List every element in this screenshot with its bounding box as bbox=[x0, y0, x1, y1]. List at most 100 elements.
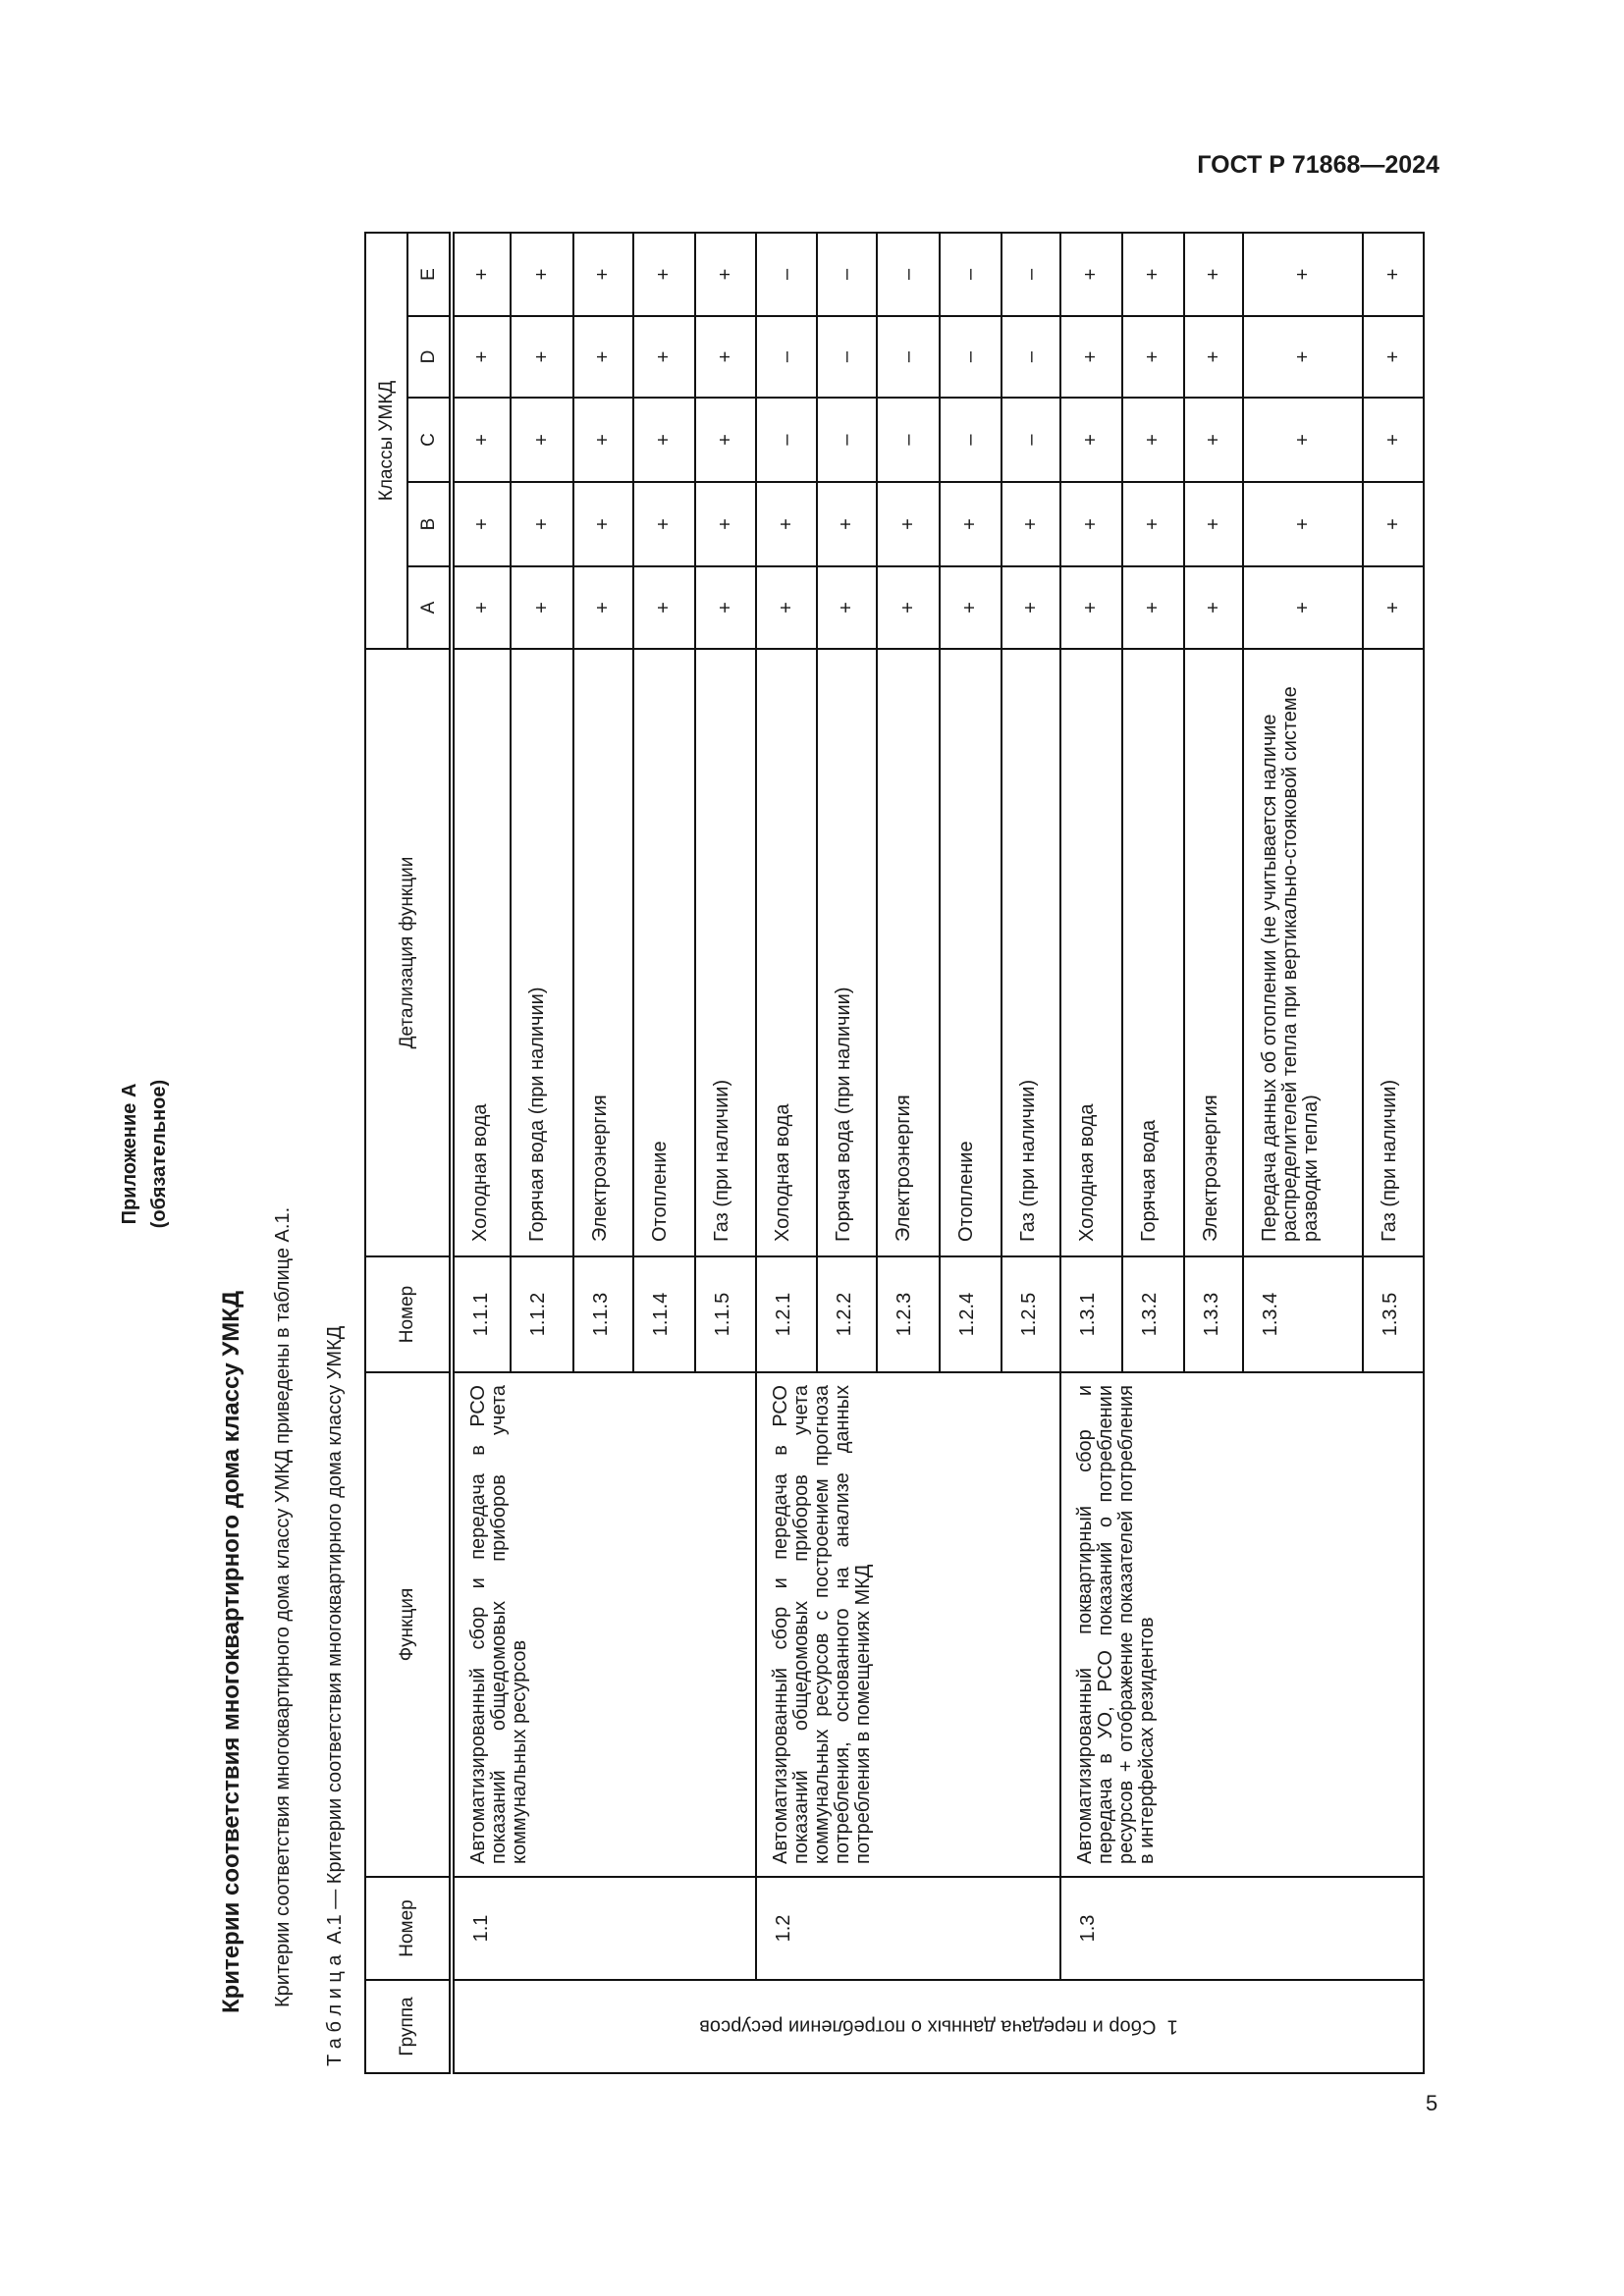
header-class-a: A bbox=[407, 566, 452, 649]
detail-number: 1.1.5 bbox=[695, 1256, 756, 1372]
class-mark: – bbox=[1001, 232, 1060, 316]
class-mark: + bbox=[1122, 566, 1184, 649]
class-mark: + bbox=[511, 232, 573, 316]
class-mark: – bbox=[1001, 316, 1060, 398]
class-mark: + bbox=[1122, 316, 1184, 398]
detail-text: Горячая вода (при наличии) bbox=[511, 649, 573, 1256]
function-text: Автоматизированный сбор и передача в РСО… bbox=[452, 1372, 756, 1877]
class-mark: + bbox=[695, 398, 756, 482]
function-text: Автоматизированный сбор и передача в РСО… bbox=[756, 1372, 1060, 1877]
class-mark: – bbox=[940, 232, 1001, 316]
header-sub-number: Номер bbox=[365, 1256, 452, 1372]
header-detail: Детализация функции bbox=[365, 649, 452, 1256]
group-cell: 1 Сбор и передача данных о потреблении р… bbox=[452, 1980, 1424, 2073]
detail-number: 1.1.2 bbox=[511, 1256, 573, 1372]
header-class-e: E bbox=[407, 232, 452, 316]
class-mark: – bbox=[817, 232, 877, 316]
detail-text: Газ (при наличии) bbox=[695, 649, 756, 1256]
class-mark: + bbox=[511, 398, 573, 482]
class-mark: + bbox=[573, 566, 633, 649]
section-title: Критерии соответствия многоквартирного д… bbox=[218, 1290, 244, 2013]
class-mark: + bbox=[633, 398, 695, 482]
detail-number: 1.1.1 bbox=[452, 1256, 511, 1372]
class-mark: + bbox=[1363, 566, 1424, 649]
class-mark: + bbox=[573, 232, 633, 316]
class-mark: + bbox=[1060, 316, 1122, 398]
class-mark: – bbox=[940, 398, 1001, 482]
criteria-table: Группа Номер Функция Номер Детализация ф… bbox=[364, 232, 1425, 2074]
detail-text: Горячая вода bbox=[1122, 649, 1184, 1256]
detail-text: Газ (при наличии) bbox=[1363, 649, 1424, 1256]
detail-text: Электроэнергия bbox=[877, 649, 940, 1256]
class-mark: + bbox=[817, 482, 877, 566]
class-mark: + bbox=[452, 232, 511, 316]
class-mark: + bbox=[695, 566, 756, 649]
class-mark: + bbox=[1363, 398, 1424, 482]
detail-number: 1.3.3 bbox=[1184, 1256, 1243, 1372]
class-mark: + bbox=[1243, 398, 1363, 482]
detail-text: Холодная вода bbox=[756, 649, 817, 1256]
rotated-page-content: Приложение А (обязательное) Критерии соо… bbox=[79, 232, 1430, 2074]
class-mark: + bbox=[633, 566, 695, 649]
function-number: 1.3 bbox=[1060, 1877, 1424, 1980]
class-mark: + bbox=[1243, 566, 1363, 649]
group-label: 1 Сбор и передача данных о потреблении р… bbox=[699, 2016, 1178, 2038]
class-mark: – bbox=[817, 316, 877, 398]
function-number: 1.1 bbox=[452, 1877, 756, 1980]
class-mark: – bbox=[756, 316, 817, 398]
class-mark: + bbox=[877, 566, 940, 649]
header-class-b: B bbox=[407, 482, 452, 566]
class-mark: + bbox=[756, 566, 817, 649]
detail-text: Холодная вода bbox=[452, 649, 511, 1256]
header-classes: Классы УМКД bbox=[365, 232, 407, 649]
intro-paragraph: Критерии соответствия многоквартирного д… bbox=[272, 1206, 294, 2007]
class-mark: + bbox=[1122, 398, 1184, 482]
detail-text: Отопление bbox=[940, 649, 1001, 1256]
table-caption: Т а б л и ц а А.1 — Критерии соответстви… bbox=[324, 1325, 346, 2066]
class-mark: + bbox=[1363, 316, 1424, 398]
class-mark: – bbox=[756, 232, 817, 316]
class-mark: + bbox=[940, 566, 1001, 649]
detail-text: Передача данных об отоплении (не учитыва… bbox=[1243, 649, 1363, 1256]
class-mark: + bbox=[452, 482, 511, 566]
class-mark: – bbox=[877, 398, 940, 482]
class-mark: + bbox=[511, 566, 573, 649]
document-code: ГОСТ Р 71868—2024 bbox=[1197, 151, 1439, 179]
class-mark: + bbox=[573, 482, 633, 566]
class-mark: + bbox=[452, 398, 511, 482]
class-mark: + bbox=[1184, 232, 1243, 316]
class-mark: + bbox=[1184, 398, 1243, 482]
class-mark: + bbox=[1060, 232, 1122, 316]
class-mark: + bbox=[1060, 566, 1122, 649]
detail-number: 1.2.5 bbox=[1001, 1256, 1060, 1372]
class-mark: + bbox=[1122, 232, 1184, 316]
detail-number: 1.1.3 bbox=[573, 1256, 633, 1372]
table-row: 1 Сбор и передача данных о потреблении р… bbox=[452, 232, 1424, 2073]
detail-number: 1.2.2 bbox=[817, 1256, 877, 1372]
class-mark: + bbox=[1184, 316, 1243, 398]
detail-number: 1.1.4 bbox=[633, 1256, 695, 1372]
table-row: 1.2 Автоматизированный сбор и передача в … bbox=[756, 232, 1060, 2073]
detail-text: Холодная вода bbox=[1060, 649, 1122, 1256]
class-mark: + bbox=[695, 482, 756, 566]
class-mark: + bbox=[633, 482, 695, 566]
class-mark: + bbox=[1122, 482, 1184, 566]
header-group: Группа bbox=[365, 1980, 452, 2073]
class-mark: + bbox=[633, 232, 695, 316]
detail-number: 1.2.3 bbox=[877, 1256, 940, 1372]
detail-text: Горячая вода (при наличии) bbox=[817, 649, 877, 1256]
class-mark: + bbox=[452, 316, 511, 398]
page-number: 5 bbox=[1426, 2091, 1438, 2115]
class-mark: + bbox=[695, 232, 756, 316]
detail-number: 1.3.4 bbox=[1243, 1256, 1363, 1372]
class-mark: + bbox=[756, 482, 817, 566]
class-mark: – bbox=[940, 316, 1001, 398]
table-body: 1 Сбор и передача данных о потреблении р… bbox=[452, 232, 1424, 2073]
class-mark: + bbox=[1363, 232, 1424, 316]
class-mark: – bbox=[756, 398, 817, 482]
class-mark: + bbox=[817, 566, 877, 649]
class-mark: + bbox=[1243, 482, 1363, 566]
annex-title: Приложение А bbox=[119, 1083, 140, 1225]
class-mark: + bbox=[1001, 482, 1060, 566]
class-mark: + bbox=[511, 482, 573, 566]
